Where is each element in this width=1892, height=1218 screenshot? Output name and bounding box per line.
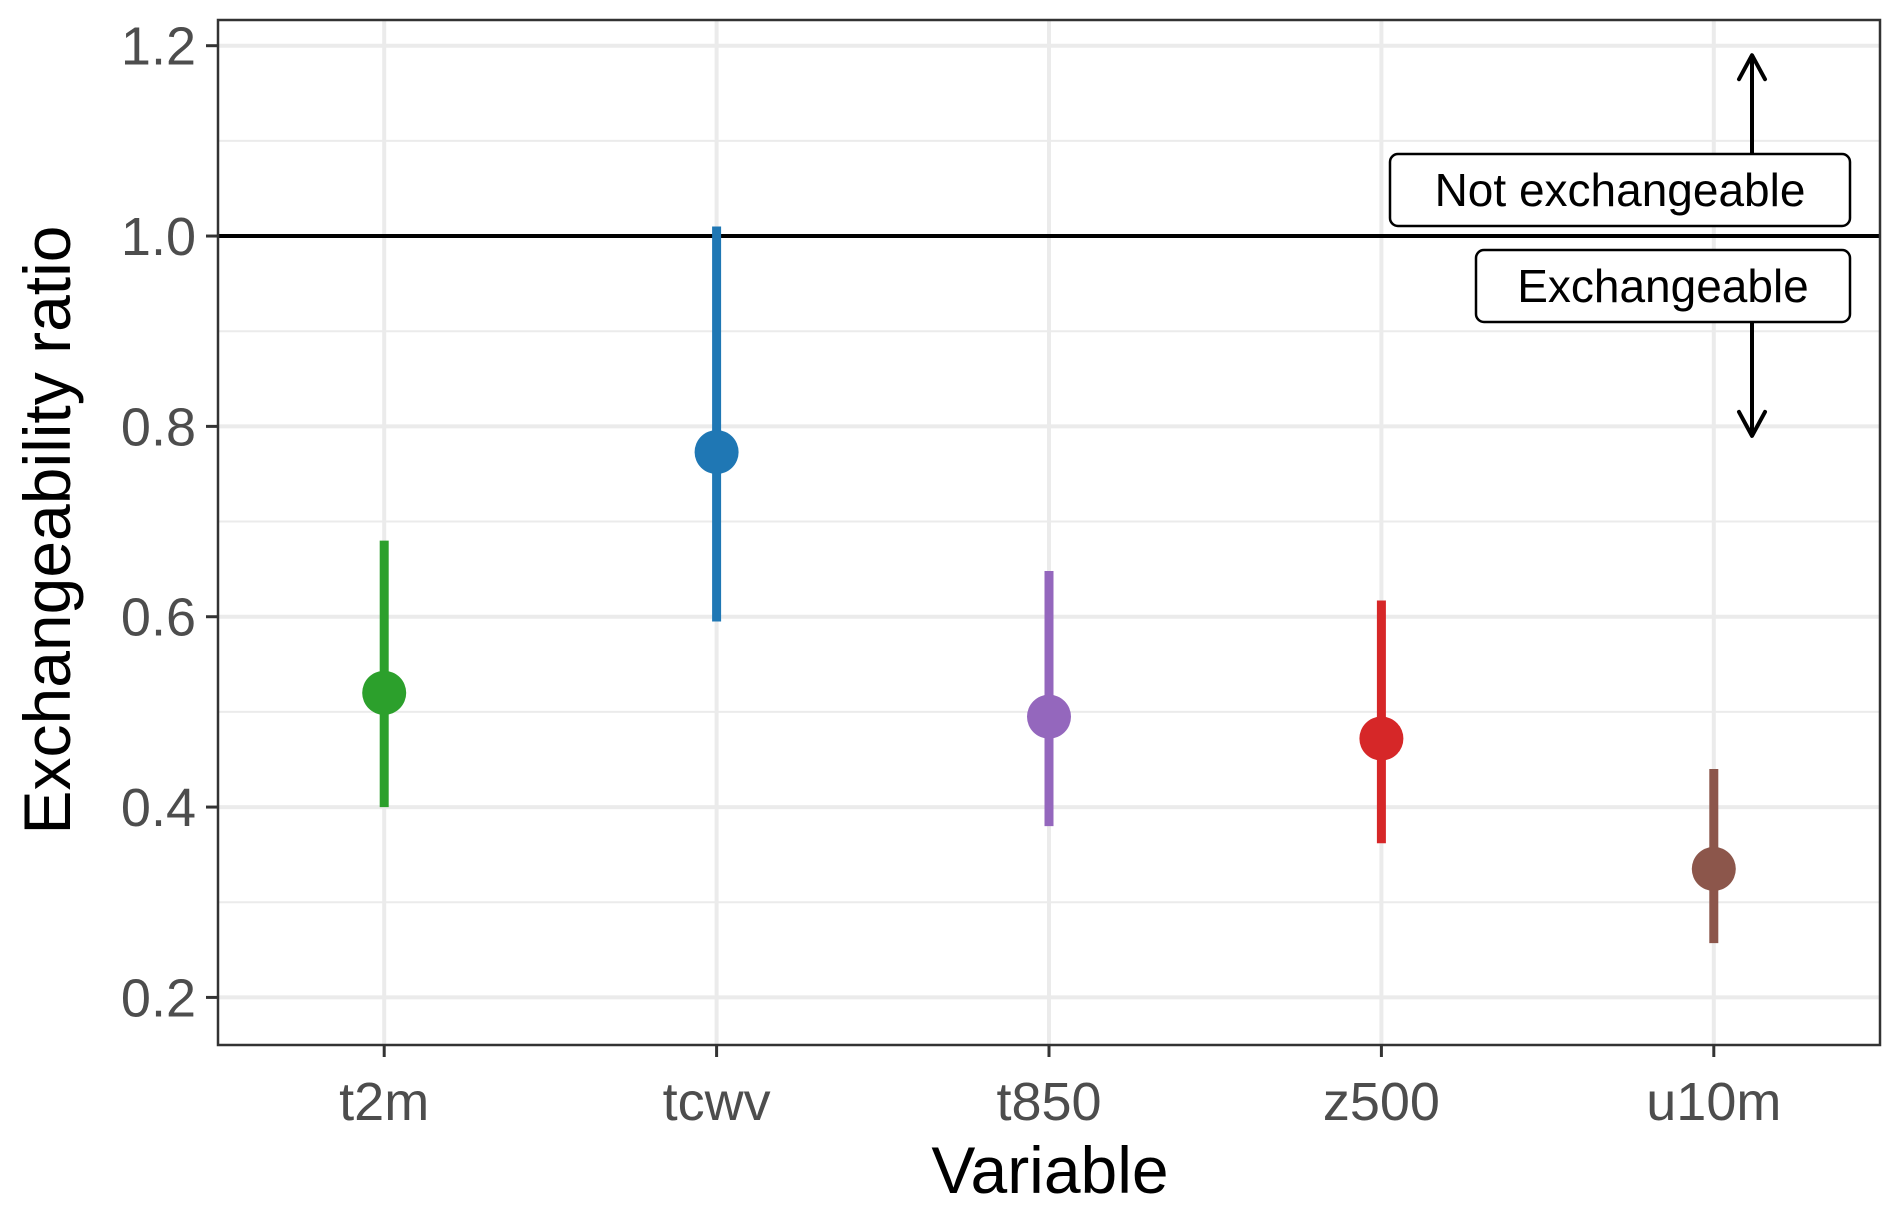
x-tick-label: u10m [1646,1072,1781,1132]
arrow-up-icon [1737,53,1767,82]
x-tick-label: z500 [1323,1072,1440,1132]
y-tick-label: 0.4 [121,778,196,838]
y-tick-label: 1.2 [121,17,196,77]
annotation-layer: Not exchangeable Exchangeable [1388,53,1852,438]
x-tick-label: tcwv [663,1072,771,1132]
y-axis-title: Exchangeability ratio [10,225,84,834]
not-exchangeable-label: Not exchangeable [1435,164,1806,216]
x-tick-label: t850 [996,1072,1101,1132]
data-point-z500 [1359,716,1404,761]
x-tick-label: t2m [339,1072,429,1132]
y-tick-label: 0.8 [121,397,196,457]
exchangeable-label: Exchangeable [1517,260,1809,312]
exchangeable-box [1474,248,1852,324]
data-point-t2m [362,670,407,715]
data-point-u10m [1691,846,1736,891]
y-tick-label: 0.6 [121,588,196,648]
x-axis-title: Variable [931,1133,1168,1207]
y-tick-label: 0.2 [121,968,196,1028]
axis-layer: 0.2 0.4 0.6 0.8 1.0 1.2 t2m tcwv t850 z500 u10m [121,17,1882,1132]
arrow-down-icon [1737,409,1767,438]
data-point-t850 [1027,694,1071,739]
y-tick-label: 1.0 [121,207,196,267]
series-layer [362,226,1736,944]
data-point-tcwv [694,430,739,475]
not-exchangeable-box [1388,152,1852,228]
